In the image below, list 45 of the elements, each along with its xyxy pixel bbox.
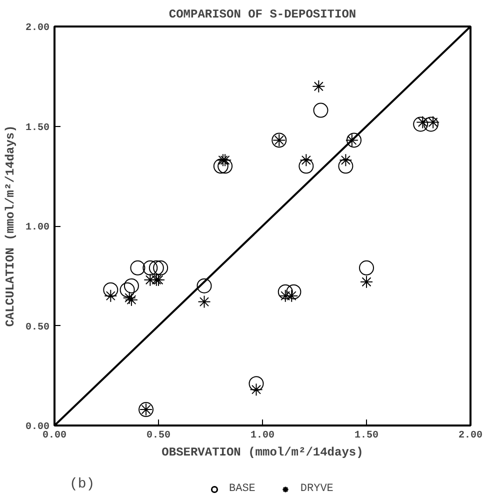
point: [152, 273, 165, 286]
point: [130, 260, 146, 276]
point: [250, 383, 263, 396]
point: [345, 134, 358, 147]
point: [124, 278, 139, 294]
x-axis-title: OBSERVATION (mmol/m²/14days): [162, 446, 364, 460]
point: [298, 158, 314, 174]
point: [423, 116, 438, 132]
y-axis-title: CALCULATION (mmol/m²/14days): [3, 125, 18, 327]
x-tick-label: 1.00: [250, 430, 275, 442]
point: [104, 289, 118, 302]
point: [196, 278, 212, 294]
point: [300, 154, 313, 167]
y-tick-label: 1.50: [25, 122, 50, 134]
point: [359, 260, 374, 276]
point: [286, 284, 302, 300]
y-tick-label: 2.00: [25, 23, 50, 34]
point: [346, 132, 362, 148]
x-tick-label: 1.50: [354, 430, 379, 442]
point: [218, 158, 233, 174]
point: [248, 376, 264, 392]
point: [312, 80, 326, 93]
point: [153, 260, 168, 276]
legend-label: BASE: [229, 482, 256, 496]
y-tick-label: 1.00: [25, 222, 50, 234]
chart-title: COMPARISON OF S-DEPOSITION: [168, 8, 356, 22]
point: [198, 295, 211, 308]
y-tick-label: 0.50: [25, 322, 50, 334]
x-tick-label: 2.00: [458, 430, 483, 442]
point: [278, 284, 293, 300]
x-tick-label: 0.00: [42, 430, 67, 442]
point: [120, 282, 135, 298]
point: [142, 260, 158, 276]
point: [103, 282, 118, 298]
point: [148, 260, 164, 276]
point: [360, 275, 373, 288]
legend-label: DRYVE: [300, 482, 334, 496]
point: [338, 158, 354, 174]
point: [416, 116, 430, 129]
point: [339, 154, 352, 167]
x-tick-label: 0.50: [146, 430, 171, 442]
point: [426, 116, 440, 129]
text: (b): [70, 476, 95, 492]
point: [413, 116, 428, 132]
point: [313, 102, 328, 118]
